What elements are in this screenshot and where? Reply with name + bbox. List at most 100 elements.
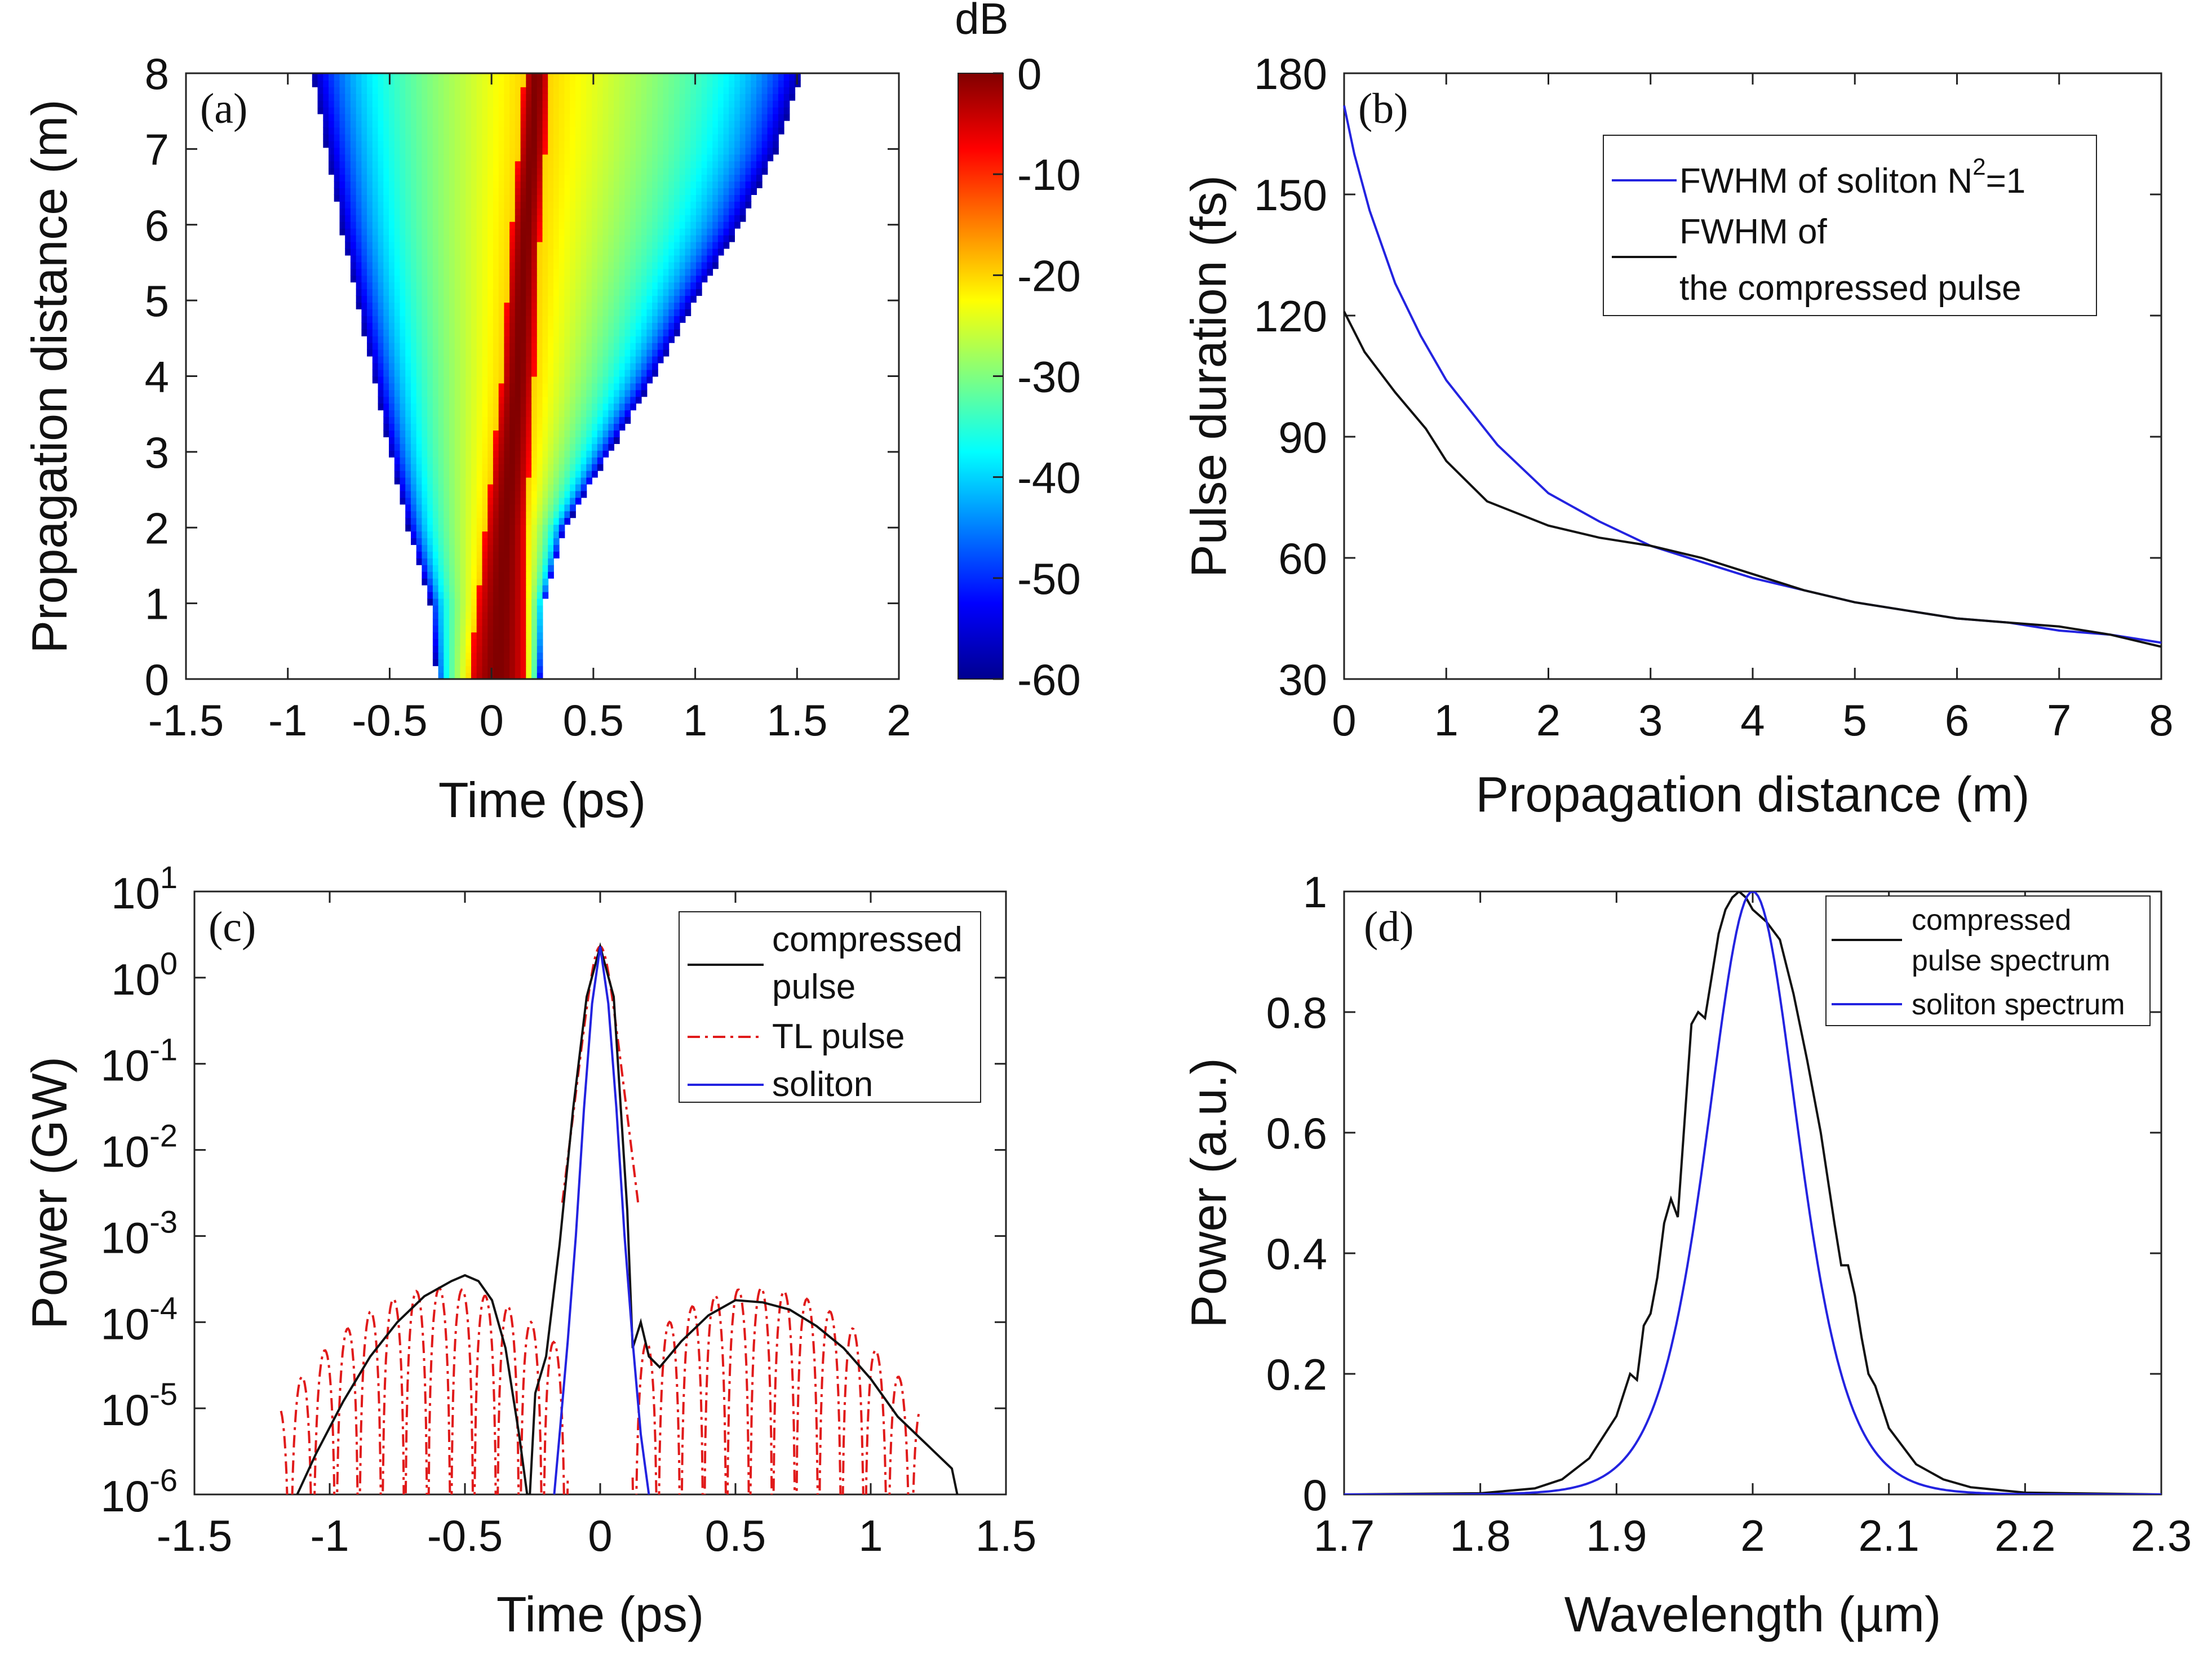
heatmap-cell: [783, 100, 790, 108]
heatmap-cell: [367, 188, 373, 195]
heatmap-cell: [400, 443, 406, 451]
heatmap-cell: [356, 100, 362, 108]
heatmap-cell: [432, 443, 439, 451]
heatmap-cell: [405, 396, 411, 404]
heatmap-cell: [570, 295, 576, 303]
heatmap-cell: [674, 120, 680, 128]
heatmap-cell: [432, 538, 439, 545]
heatmap-cell: [531, 564, 538, 572]
heatmap-cell: [476, 221, 483, 229]
heatmap-cell: [487, 376, 494, 384]
heatmap-cell: [476, 127, 483, 135]
heatmap-cell: [476, 383, 483, 391]
heatmap-cell: [646, 234, 653, 242]
heatmap-cell: [553, 329, 560, 336]
heatmap-cell: [312, 73, 318, 81]
heatmap-cell: [498, 214, 505, 222]
heatmap-cell: [466, 100, 472, 108]
heatmap-cell: [614, 416, 620, 424]
heatmap-cell: [476, 349, 483, 357]
heatmap-cell: [466, 645, 472, 653]
heatmap-cell: [668, 234, 675, 242]
heatmap-cell: [400, 335, 406, 343]
heatmap-cell: [444, 268, 450, 276]
heatmap-cell: [542, 538, 549, 545]
heatmap-cell: [586, 282, 592, 290]
heatmap-cell: [739, 154, 746, 162]
heatmap-cell: [454, 625, 461, 633]
heatmap-cell: [411, 322, 417, 330]
heatmap-cell: [553, 342, 560, 350]
heatmap-cell: [432, 456, 439, 464]
heatmap-cell: [570, 316, 576, 323]
heatmap-cell: [663, 107, 670, 114]
heatmap-cell: [553, 524, 560, 532]
heatmap-cell: [493, 443, 499, 451]
heatmap-cell: [570, 73, 576, 81]
heatmap-cell: [542, 356, 549, 363]
heatmap-cell: [652, 228, 658, 236]
heatmap-cell: [405, 289, 411, 296]
legend-entry-soliton-name: FWHM of soliton N: [1679, 162, 1972, 201]
heatmap-cell: [531, 605, 538, 613]
heatmap-cell: [449, 79, 455, 87]
heatmap-cell: [454, 659, 461, 667]
heatmap-cell: [592, 450, 598, 458]
heatmap-cell: [317, 79, 324, 87]
heatmap-cell: [438, 214, 445, 222]
heatmap-cell: [635, 167, 642, 175]
heatmap-cell: [614, 437, 620, 444]
heatmap-cell: [597, 194, 604, 202]
heatmap-cell: [663, 289, 670, 296]
heatmap-cell: [449, 531, 455, 539]
heatmap-cell: [674, 188, 680, 195]
heatmap-cell: [334, 113, 340, 121]
heatmap-cell: [454, 86, 461, 94]
heatmap-cell: [416, 396, 423, 404]
heatmap-cell: [454, 194, 461, 202]
heatmap-cell: [608, 396, 614, 404]
heatmap-cell: [520, 463, 527, 471]
heatmap-cell: [422, 423, 428, 431]
heatmap-cell: [504, 470, 511, 478]
heatmap-cell: [482, 477, 489, 485]
heatmap-cell: [422, 322, 428, 330]
heatmap-cell: [624, 234, 631, 242]
heatmap-cell: [482, 450, 489, 458]
heatmap-cell: [696, 289, 702, 296]
heatmap-cell: [531, 234, 538, 242]
heatmap-cell: [663, 167, 670, 175]
heatmap-cell: [537, 410, 543, 418]
heatmap-cell: [531, 207, 538, 215]
heatmap-cell: [339, 147, 346, 155]
heatmap-cell: [641, 342, 648, 350]
heatmap-cell: [482, 174, 489, 182]
heatmap-cell: [444, 483, 450, 491]
heatmap-cell: [674, 100, 680, 108]
heatmap-cell: [564, 201, 571, 209]
heatmap-cell: [411, 134, 417, 141]
heatmap-cell: [504, 645, 511, 653]
heatmap-cell: [597, 79, 604, 87]
heatmap-cell: [602, 349, 609, 357]
heatmap-cell: [487, 73, 494, 81]
heatmap-cell: [471, 93, 477, 101]
heatmap-cell: [438, 188, 445, 195]
heatmap-cell: [394, 470, 401, 478]
heatmap-cell: [592, 342, 598, 350]
heatmap-cell: [564, 255, 571, 263]
heatmap-cell: [553, 511, 560, 518]
heatmap-cell: [745, 113, 752, 121]
heatmap-cell: [487, 605, 494, 613]
heatmap-cell: [592, 201, 598, 209]
heatmap-cell: [739, 127, 746, 135]
heatmap-cell: [564, 214, 571, 222]
heatmap-cell: [356, 248, 362, 256]
heatmap-cell: [454, 558, 461, 565]
heatmap-cell: [444, 430, 450, 437]
heatmap-cell: [394, 416, 401, 424]
heatmap-cell: [454, 638, 461, 646]
heatmap-cell: [646, 349, 653, 357]
heatmap-cell: [575, 342, 582, 350]
heatmap-cell: [356, 73, 362, 81]
